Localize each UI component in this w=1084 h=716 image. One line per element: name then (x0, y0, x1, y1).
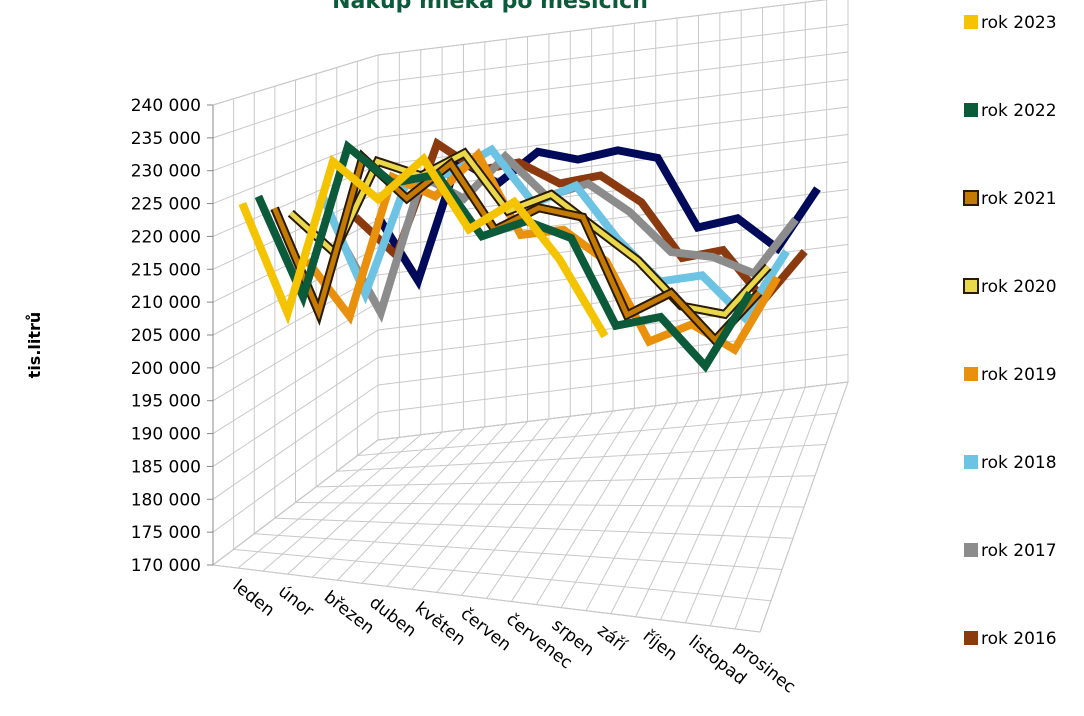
floor-gridline (461, 413, 593, 596)
legend-label: rok 2018 (981, 453, 1057, 473)
x-tick-label: červen (457, 604, 515, 656)
floor-gridline (361, 423, 507, 584)
y-tick-label: 235 000 (131, 129, 201, 149)
floor-gridline (709, 387, 806, 627)
y-tick-label: 240 000 (131, 96, 201, 116)
y-tick-label: 170 000 (131, 556, 201, 576)
x-tick-label: říjen (639, 626, 681, 665)
legend-swatch (964, 367, 978, 381)
y-tick-label: 190 000 (131, 425, 201, 445)
floor-gridline (436, 415, 571, 593)
floor-gridline (237, 436, 400, 569)
floor-gridline (560, 402, 678, 608)
legend-item: rok 2019 (964, 365, 1057, 385)
y-axis-label: tis.litrů (25, 312, 44, 379)
chart-title: Nákup mléka po měsících (332, 0, 648, 14)
legend-label: rok 2020 (981, 277, 1057, 297)
legend-item: rok 2021 (963, 189, 1057, 209)
floor-gridline (660, 392, 764, 621)
floor-gridline (212, 439, 379, 566)
legend-label: rok 2021 (981, 189, 1057, 209)
floor-gridline (684, 389, 785, 624)
y-tick-label: 200 000 (131, 359, 201, 379)
x-tick-label: únor (274, 582, 317, 622)
floor-gridline (336, 426, 486, 581)
legend-item: rok 2017 (964, 541, 1057, 561)
legend-item: rok 2020 (963, 277, 1057, 297)
legend-label: rok 2023 (981, 13, 1057, 33)
x-tick-label: leden (229, 576, 279, 621)
floor-gridline (287, 431, 443, 575)
legend-swatch (964, 631, 978, 645)
floor-gridline (510, 408, 635, 602)
legend-swatch (963, 190, 979, 206)
y-tick-label: 210 000 (131, 293, 201, 313)
x-tick-label: květen (411, 598, 469, 650)
legend-item: rok 2023 (964, 13, 1057, 33)
series-line (238, 152, 609, 339)
y-tick-label: 185 000 (131, 457, 201, 477)
x-tick-label: září (593, 621, 631, 657)
floor-gridline (486, 410, 614, 599)
legend-label: rok 2022 (981, 101, 1057, 121)
legend-item: rok 2022 (964, 101, 1057, 121)
floor-gridline (535, 405, 657, 605)
y-axis-ticks: 170 000 175 000 180 000 185 000 190 000 195 0… (131, 96, 214, 576)
x-tick-label: březen (320, 587, 378, 638)
floor-gridline (759, 381, 849, 633)
series-lines (238, 137, 821, 373)
legend-label: rok 2017 (981, 541, 1057, 561)
floor-gridline (411, 418, 550, 590)
y-tick-label: 220 000 (131, 227, 201, 247)
legend-swatch (964, 103, 978, 117)
y-tick-label: 215 000 (131, 260, 201, 280)
y-tick-label: 195 000 (131, 392, 201, 412)
floor-gridline (610, 397, 721, 614)
y-tick-label: 180 000 (131, 490, 201, 510)
floor-gridline (635, 394, 742, 617)
legend-label: rok 2016 (981, 629, 1057, 649)
legend-swatch (963, 278, 979, 294)
legend-swatch (964, 15, 978, 29)
y-tick-label: 225 000 (131, 195, 201, 215)
floor-gridline (734, 384, 828, 630)
y-tick-label: 205 000 (131, 326, 201, 346)
y-tick-label: 230 000 (131, 162, 201, 182)
y-tick-label: 175 000 (131, 523, 201, 543)
x-tick-label: duben (365, 593, 420, 642)
legend-item: rok 2016 (964, 629, 1057, 649)
legend-item: rok 2018 (964, 453, 1057, 473)
legend-swatch (964, 455, 978, 469)
legend: rok 2023 rok 2022 rok 2021 rok 2020 rok 2019… (963, 13, 1057, 649)
floor-gridline (262, 434, 422, 572)
floor-gridline (386, 421, 528, 587)
floor-gridline (312, 429, 464, 578)
legend-swatch (964, 543, 978, 557)
floor-gridline (585, 400, 699, 611)
legend-label: rok 2019 (981, 365, 1057, 385)
